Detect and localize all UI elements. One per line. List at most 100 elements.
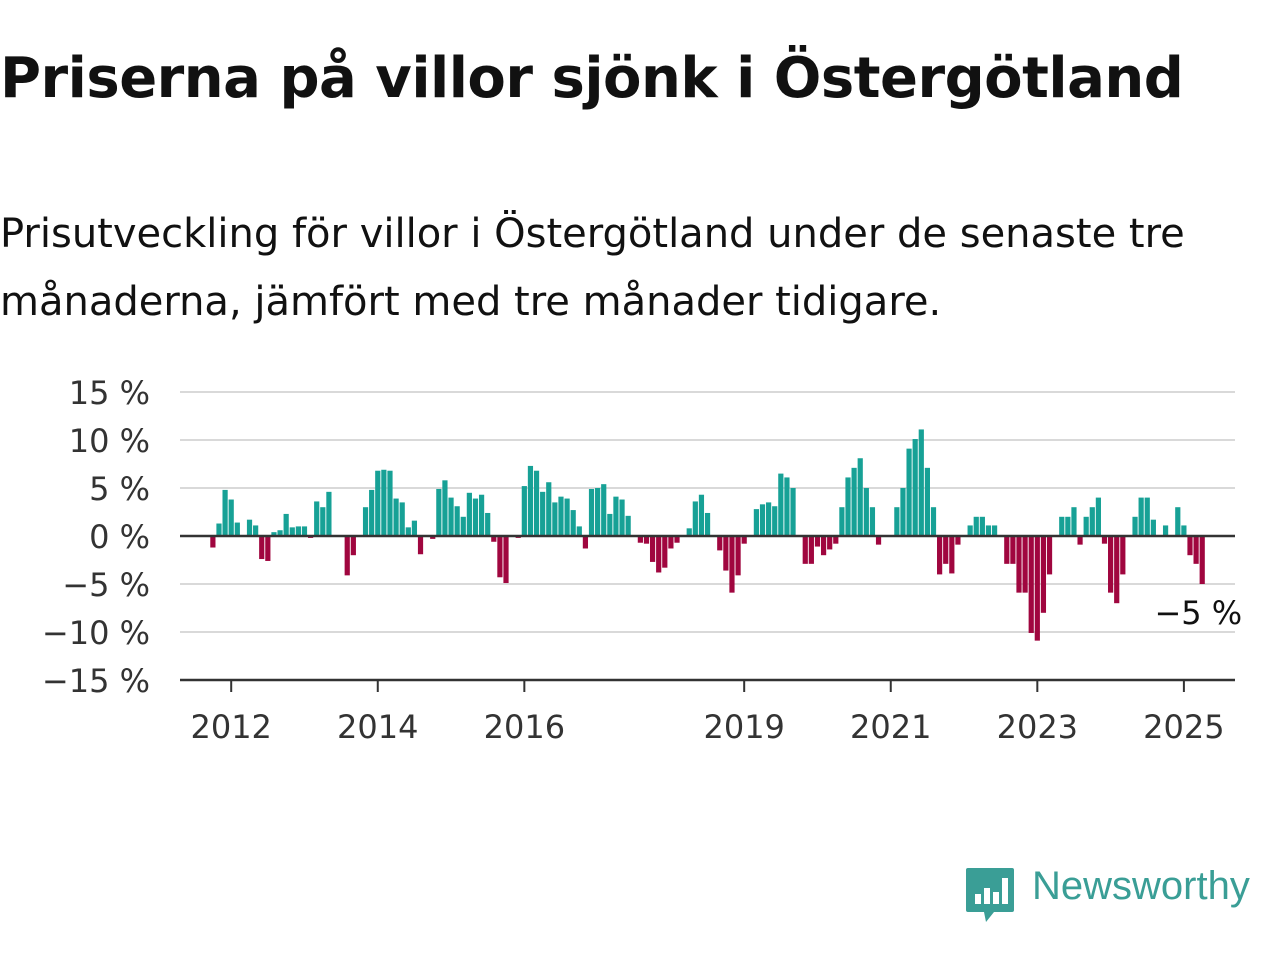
bar: [692, 501, 698, 536]
bar: [802, 536, 808, 564]
bar: [595, 488, 601, 536]
bar: [729, 536, 735, 593]
bar: [1144, 497, 1150, 536]
bar: [350, 536, 356, 556]
bar: [607, 513, 613, 536]
bar: [894, 507, 900, 536]
bar: [735, 536, 741, 576]
y-tick-label: −5 %: [62, 566, 150, 604]
bar: [625, 515, 631, 536]
x-tick-label: 2021: [850, 708, 931, 746]
logo-text: Newsworthy: [1032, 864, 1250, 908]
x-tick-label: 2016: [484, 708, 565, 746]
bar: [442, 480, 448, 536]
bar: [472, 498, 479, 536]
bar: [1095, 497, 1101, 536]
bar: [643, 536, 650, 544]
y-tick-label: −10 %: [42, 614, 150, 652]
bar: [430, 536, 436, 539]
bar: [1034, 536, 1040, 641]
bar: [1175, 507, 1181, 536]
bar: [491, 536, 497, 542]
bar: [277, 530, 283, 536]
bar: [918, 429, 924, 536]
bar: [1193, 536, 1199, 564]
newsworthy-logo: Newsworthy: [962, 862, 1280, 928]
bar: [1016, 536, 1022, 593]
bar: [1022, 536, 1028, 593]
bar: [216, 523, 222, 536]
bar: [839, 507, 845, 536]
bar: [656, 536, 662, 573]
bar: [649, 536, 656, 562]
bar: [301, 526, 308, 536]
bar: [601, 484, 607, 536]
bar: [485, 512, 491, 536]
bar: [210, 536, 216, 548]
bar: [973, 516, 979, 536]
bar: [497, 536, 503, 578]
bar: [393, 498, 399, 536]
x-tick-label: 2019: [703, 708, 784, 746]
bar: [778, 473, 784, 536]
bar: [1059, 516, 1065, 536]
bar: [540, 491, 546, 536]
bar: [741, 536, 747, 544]
bar: [985, 525, 992, 536]
newsworthy-chart-icon: [966, 868, 1014, 922]
bar: [387, 470, 393, 536]
x-tick-label: 2014: [337, 708, 418, 746]
bar: [1046, 536, 1053, 575]
bar: [949, 536, 955, 574]
bars: [210, 429, 1205, 641]
bar: [1120, 536, 1126, 575]
bar: [582, 536, 589, 549]
value-annotation: −5 %: [1154, 594, 1242, 632]
bar: [851, 467, 857, 536]
chart-subtitle: Prisutveckling för villor i Östergötland…: [0, 211, 1185, 325]
bar: [466, 492, 472, 536]
bar: [436, 488, 442, 536]
y-tick-label: 5 %: [89, 470, 150, 508]
bar: [344, 536, 350, 576]
bar: [234, 522, 240, 536]
bar: [1187, 536, 1193, 556]
bar: [833, 536, 839, 544]
bar: [717, 536, 723, 551]
bar: [869, 507, 876, 536]
bar: [1077, 536, 1083, 545]
bar: [1108, 536, 1114, 593]
bar: [784, 477, 790, 536]
bar: [955, 536, 961, 545]
bar: [222, 489, 228, 536]
bar: [820, 536, 827, 556]
bar-chart: 15 % 10 % 5 % 0 % −5 % −10 % −15 % 2012 2014 2016…: [42, 374, 1242, 746]
bar: [674, 536, 680, 543]
bar: [546, 482, 552, 536]
y-tick-label: 15 %: [69, 374, 150, 412]
bar: [1010, 536, 1016, 564]
tick-labels: 15 % 10 % 5 % 0 % −5 % −10 % −15 % 2012 2014 2016…: [42, 374, 1242, 746]
bar: [1040, 536, 1047, 613]
bar: [1162, 525, 1169, 536]
bar: [698, 494, 705, 536]
bar: [405, 527, 411, 536]
bar: [662, 536, 668, 568]
bar: [570, 510, 576, 536]
bar: [845, 477, 851, 536]
bar: [259, 536, 265, 560]
bar: [1138, 497, 1144, 536]
bar: [979, 516, 985, 536]
bar: [808, 536, 814, 564]
bar: [369, 489, 375, 536]
bar: [1004, 536, 1010, 564]
bar: [937, 536, 943, 575]
bar: [448, 497, 454, 536]
bar: [588, 488, 595, 536]
bar: [1101, 536, 1108, 544]
y-tick-label: 0 %: [89, 518, 150, 556]
x-tick-label: 2025: [1143, 708, 1224, 746]
bar: [253, 525, 259, 536]
bar: [924, 467, 930, 536]
bar: [1114, 536, 1120, 604]
